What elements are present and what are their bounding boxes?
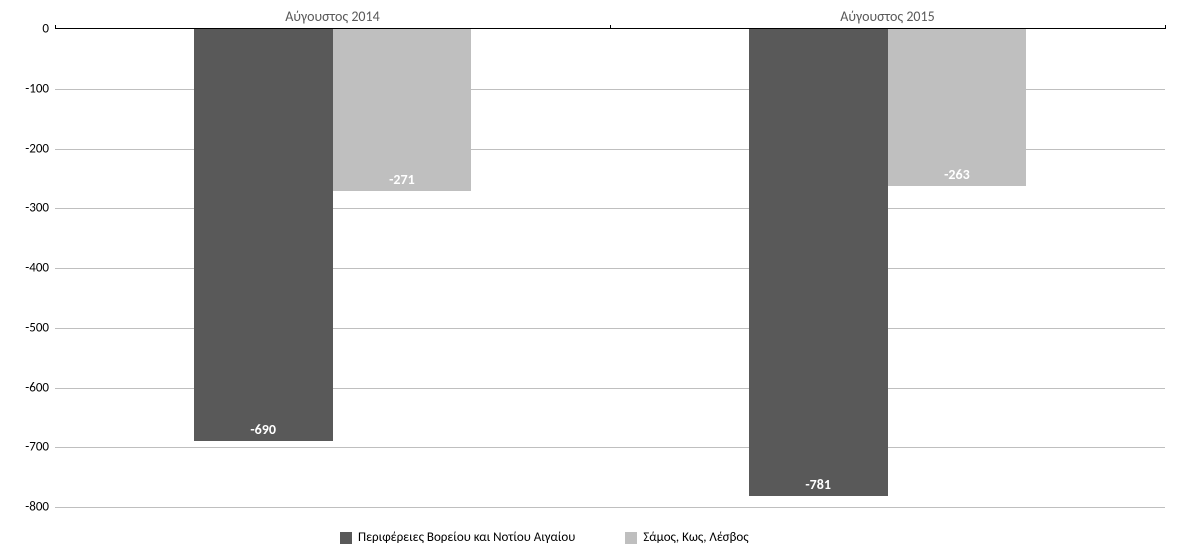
plot-area: 0-100-200-300-400-500-600-700-800Αύγουστ…	[55, 28, 1165, 507]
category-tick	[55, 25, 56, 29]
category-label: Αύγουστος 2014	[285, 8, 379, 29]
y-tick-label: -800	[25, 500, 55, 515]
bar-value-label: -271	[389, 171, 415, 188]
bar-value-label: -690	[250, 421, 276, 438]
legend-label: Περιφέρειες Βορείου και Νοτίου Αιγαίου	[358, 530, 575, 545]
legend: Περιφέρειες Βορείου και Νοτίου Αιγαίου Σά…	[340, 530, 749, 545]
legend-swatch	[625, 532, 637, 544]
y-tick-label: 0	[42, 22, 55, 37]
y-tick-label: -600	[25, 380, 55, 395]
legend-label: Σάμος, Κως, Λέσβος	[643, 530, 748, 545]
legend-swatch	[340, 532, 352, 544]
y-tick-label: -300	[25, 201, 55, 216]
category-label: Αύγουστος 2015	[840, 8, 934, 29]
bar	[749, 29, 888, 496]
y-tick-label: -200	[25, 141, 55, 156]
y-tick-label: -400	[25, 261, 55, 276]
bar	[194, 29, 333, 441]
bar-value-label: -781	[805, 476, 831, 493]
y-tick-label: -500	[25, 320, 55, 335]
bar	[333, 29, 472, 191]
gridline	[55, 507, 1165, 508]
legend-item: Σάμος, Κως, Λέσβος	[625, 530, 748, 545]
category-tick	[1165, 25, 1166, 29]
category-tick	[610, 25, 611, 29]
bar	[888, 29, 1027, 186]
chart-container: 0 -100 -200 -300 -400 -500 -600 -700 -800 Αύγουστ…	[0, 0, 1181, 552]
y-tick-label: -100	[25, 81, 55, 96]
gridline	[55, 447, 1165, 448]
bar-value-label: -263	[944, 166, 970, 183]
y-tick-label: -700	[25, 440, 55, 455]
legend-item: Περιφέρειες Βορείου και Νοτίου Αιγαίου	[340, 530, 575, 545]
